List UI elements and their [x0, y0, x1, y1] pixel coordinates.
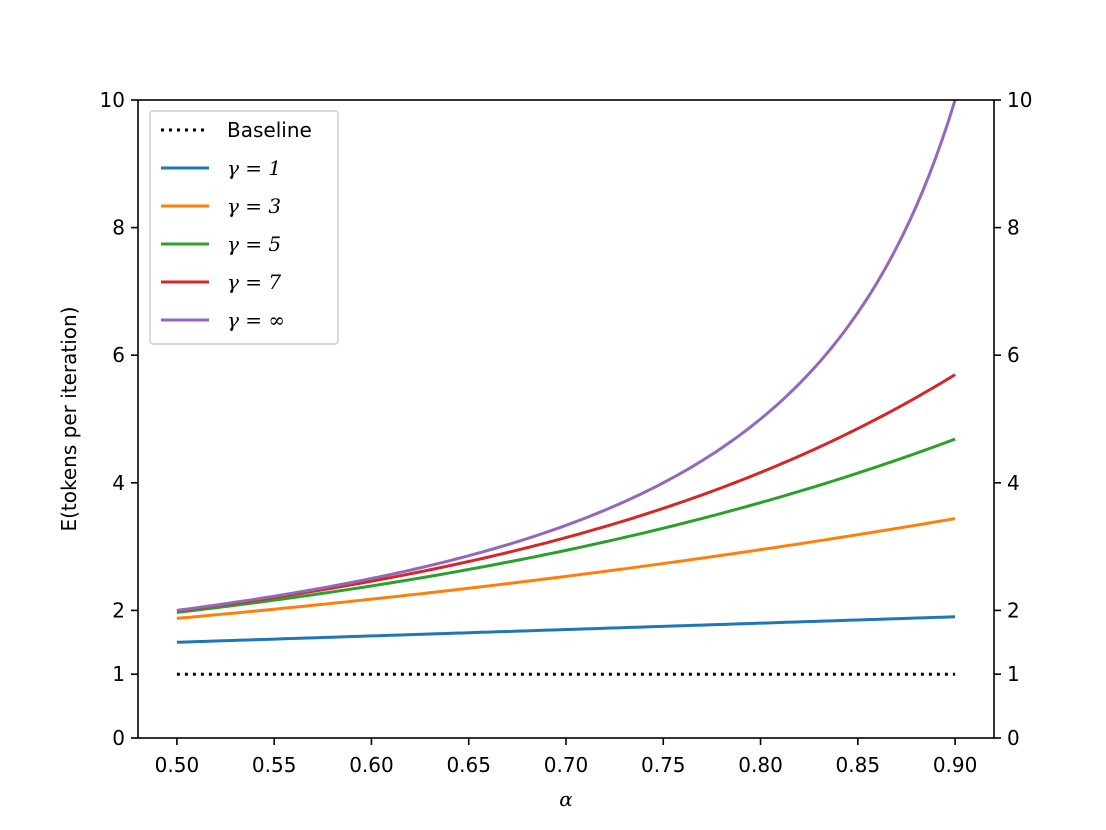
y-tick-label-right: 4	[1007, 471, 1020, 495]
y-tick-label-left: 1	[112, 662, 125, 686]
x-tick-label: 0.90	[933, 753, 978, 777]
y-tick-label-left: 10	[100, 88, 125, 112]
y-tick-label-right: 10	[1007, 88, 1032, 112]
y-tick-label-left: 4	[112, 471, 125, 495]
x-tick-label: 0.75	[641, 753, 686, 777]
series-line-2	[176, 517, 956, 620]
legend-label-1: γ = 1	[227, 156, 281, 180]
x-tick-label: 0.60	[349, 753, 394, 777]
x-tick-label: 0.65	[446, 753, 491, 777]
x-tick-label: 0.55	[252, 753, 297, 777]
y-tick-label-left: 0	[112, 726, 125, 750]
x-tick-label: 0.85	[836, 753, 881, 777]
x-axis: 0.50 0.55 0.60 0.65 0.70 0.75 0.80 0.85 0.90	[155, 738, 978, 777]
x-tick-label: 0.80	[738, 753, 783, 777]
y-axis-right: 0 1 2 4 6 8 10	[994, 88, 1032, 750]
y-tick-label-right: 2	[1007, 598, 1020, 622]
x-axis-label: α	[559, 787, 573, 811]
legend-label-5: γ = ∞	[227, 308, 285, 332]
y-tick-label-left: 6	[112, 343, 125, 367]
legend-label-2: γ = 3	[227, 194, 281, 218]
y-tick-label-right: 8	[1007, 216, 1020, 240]
x-tick-label: 0.70	[544, 753, 589, 777]
legend: Baseline γ = 1 γ = 3 γ = 5 γ = 7 γ = ∞	[149, 110, 339, 345]
legend-label-3: γ = 5	[227, 232, 281, 256]
y-axis-left: 0 1 2 4 6 8 10	[100, 88, 138, 750]
y-axis-label: E(tokens per iteration)	[57, 306, 81, 531]
series-line-4	[176, 373, 956, 613]
y-tick-label-left: 2	[112, 598, 125, 622]
legend-label-4: γ = 7	[227, 270, 281, 294]
series-line-1	[176, 615, 956, 644]
x-tick-label: 0.50	[155, 753, 200, 777]
series-line-3	[176, 437, 956, 614]
y-tick-label-right: 1	[1007, 662, 1020, 686]
y-tick-label-right: 6	[1007, 343, 1020, 367]
series-line-5	[176, 99, 957, 612]
plot-lines	[176, 99, 957, 676]
legend-label-0: Baseline	[227, 118, 312, 142]
y-tick-label-left: 8	[112, 216, 125, 240]
y-tick-label-right: 0	[1007, 726, 1020, 750]
